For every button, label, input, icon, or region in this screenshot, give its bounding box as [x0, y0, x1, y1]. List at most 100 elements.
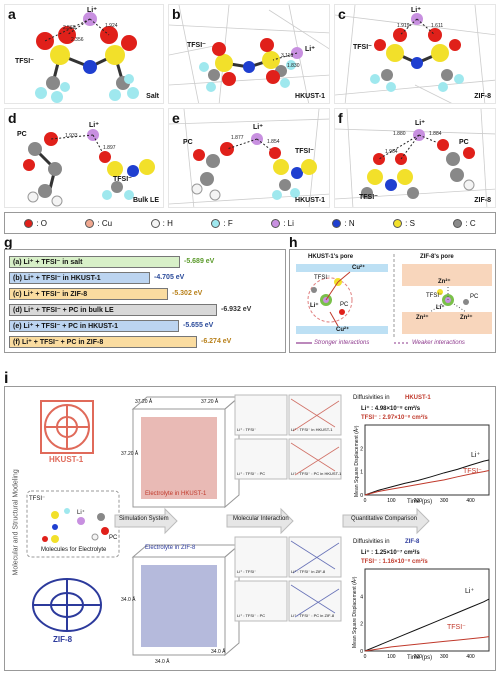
panel-f: f Li⁺ PC TFSI⁻ 1.880 1.964 1.884 ZIF-8 [334, 108, 496, 208]
electrolyte-hkust-label: Electrolyte in HKUST-1 [145, 491, 207, 497]
tfsi-label: TFSI⁻ [29, 496, 46, 502]
cu-top-label: Cu²⁺ [352, 265, 366, 271]
y-tick-label: 4 [360, 594, 363, 600]
legend-item: : Cu [85, 218, 112, 228]
panel-e-title: HKUST-1 [295, 197, 325, 204]
plot-frame [364, 424, 490, 496]
distance-label: 1.964 [385, 149, 398, 155]
stronger-interactions-label: Stronger interactions [314, 340, 370, 346]
li-label: Li⁺ [87, 7, 97, 14]
series-line-li [364, 459, 490, 496]
hkust-pore-title: HKUST-1's pore [308, 254, 354, 260]
x-tick-label: 400 [466, 498, 475, 504]
tfsi-diffusivity: TFSI⁻ : 2.97×10⁻⁸ cm²/s [361, 415, 428, 421]
x-tick-label: 400 [466, 654, 475, 660]
li-label: Li⁺ [305, 46, 315, 53]
x-tick-label: 0 [364, 498, 367, 504]
li-label: Li⁺ [415, 120, 425, 127]
energy-value: -6.274 eV [201, 338, 232, 345]
y-axis-label: Mean Square Displacement (Å²) [354, 425, 360, 497]
y-tick-label: 2 [360, 446, 363, 452]
distance-label: 1.924 [105, 23, 118, 29]
distance-label: 3.116 [281, 53, 294, 59]
panel-g-letter: g [4, 234, 13, 250]
panel-d-title: Bulk LE [132, 197, 159, 204]
panel-b-letter: b [172, 6, 181, 22]
hkust-label: HKUST-1 [49, 455, 84, 464]
panel-f-title: ZIF-8 [474, 197, 491, 204]
panel-b: b TFSI⁻ Li⁺ 3.116 1.830 HKUST-1 [168, 4, 330, 104]
cell-label: Li⁺ : TFSI⁻ : PC [237, 613, 266, 618]
cell-label: Li⁺ : TFSI⁻ [237, 569, 257, 574]
x-tick-label: 0 [364, 654, 367, 660]
cell-label: Li⁺ : TFSI⁻ in ZIF-8 [291, 569, 326, 574]
chart-title-material: ZIF-8 [405, 539, 420, 545]
x-axis-label: Time (ps) [407, 655, 433, 661]
y-axis-label: Mean Square Displacement (Å²) [352, 576, 358, 648]
msd-chart-hkust-svg: 0 100 200 300 400 0 1 2 [360, 424, 490, 504]
molecules-caption: Molecules for Electrolyte [41, 547, 107, 553]
legend-label: : F [223, 218, 233, 228]
box-dim-label: 37.20 Å [135, 399, 153, 405]
chart-title-prefix: Diffusivities in [353, 395, 390, 401]
tfsi-label: TFSI⁻ [353, 44, 372, 51]
tfsi-diffusivity: TFSI⁻ : 1.16×10⁻⁸ cm²/s [361, 559, 428, 565]
x-tick-label: 100 [387, 654, 396, 660]
panel-a: a Li⁺ TFSI⁻ 2.568 1.924 2.356 Salt [4, 4, 164, 104]
atom-legend: : O : Cu : H : F : Li : N : S : C [4, 212, 496, 234]
molecular-interaction-label: Molecular Interaction [233, 516, 289, 522]
box-dim-label: 34.0 Å [121, 597, 136, 603]
tfsi-label: TFSI⁻ [426, 293, 443, 299]
msd-chart-zif: 0 100 200 300 400 0 2 4 Diffusivities in ZIF-8 … [347, 535, 493, 665]
cell-label: Li⁺ : TFSI⁻ in HKUST-1 [291, 427, 333, 432]
legend-swatch [453, 218, 463, 228]
panel-d-letter: d [8, 110, 17, 126]
molecule-d-graphic [23, 129, 155, 207]
x-tick-label: 200 [414, 498, 423, 504]
x-axis-label: Time (ps) [407, 499, 433, 505]
panel-a-title: Salt [146, 93, 159, 100]
energy-value: -5.655 eV [183, 322, 214, 329]
legend-swatch [271, 218, 281, 228]
panel-i-letter: i [4, 370, 9, 387]
molecule-a-graphic [35, 12, 139, 103]
li-label: Li⁺ [89, 122, 99, 129]
y-tick-label: 0 [360, 649, 363, 655]
pore-schematic-panel: HKUST-1's pore ZIF-8's pore Cu²⁺ Cu²⁺ Zn… [289, 249, 496, 353]
series-line-tfsi [364, 470, 490, 496]
tfsi-label: TFSI⁻ [113, 176, 132, 183]
distance-label: 1.880 [393, 131, 406, 137]
pc-label: PC [340, 302, 349, 308]
energy-bar: (b) Li⁺ + TFSI⁻ in HKUST-1 [9, 272, 150, 284]
series-line-tfsi [364, 636, 490, 652]
distance-label: 1.884 [429, 131, 442, 137]
x-tick-label: 200 [414, 654, 423, 660]
x-tick-label: 100 [387, 498, 396, 504]
y-tick-label: 2 [360, 622, 363, 628]
li-label: Li⁺ [253, 124, 263, 131]
msd-chart-hkust: 0 100 200 300 400 0 1 2 Diffusivities in HKUST-… [347, 391, 493, 509]
molecule-c-graphic [335, 5, 495, 103]
quantitative-comparison-label: Quantitative Comparison [351, 516, 418, 522]
tfsi-label: TFSI⁻ [359, 194, 378, 201]
chart-title-prefix: Diffusivities in [353, 539, 390, 545]
cell-label: Li⁺ : TFSI⁻ : PC in ZIF-8 [291, 613, 335, 618]
zif-pore-title: ZIF-8's pore [420, 254, 454, 260]
distance-label: 1.830 [287, 63, 300, 69]
molecule-f-graphic [335, 109, 495, 207]
y-tick-label: 1 [360, 470, 363, 476]
legend-swatch [24, 218, 34, 228]
energy-value: -4.705 eV [154, 274, 185, 281]
panel-e: e Li⁺ PC TFSI⁻ 1.877 1.854 HKUST-1 [168, 108, 330, 208]
zn-label: Zn²⁺ [416, 315, 429, 321]
plot-frame [364, 568, 490, 652]
box-dim-label: 37.20 Å [121, 451, 139, 457]
distance-label: 2.568 [63, 25, 76, 31]
zif-label: ZIF-8 [53, 635, 73, 644]
panel-d: d Li⁺ PC TFSI⁻ 1.933 1.897 Bulk LE [4, 108, 164, 208]
simulation-workflow-panel: Molecular and Structural Modeling [4, 386, 496, 671]
energy-bar: (d) Li⁺ + TFSI⁻ + PC in bulk LE [9, 304, 217, 316]
box-dim-label: 37.20 Å [201, 399, 219, 405]
panel-e-letter: e [172, 110, 180, 126]
box-dim-label: 34.0 Å [155, 659, 170, 665]
